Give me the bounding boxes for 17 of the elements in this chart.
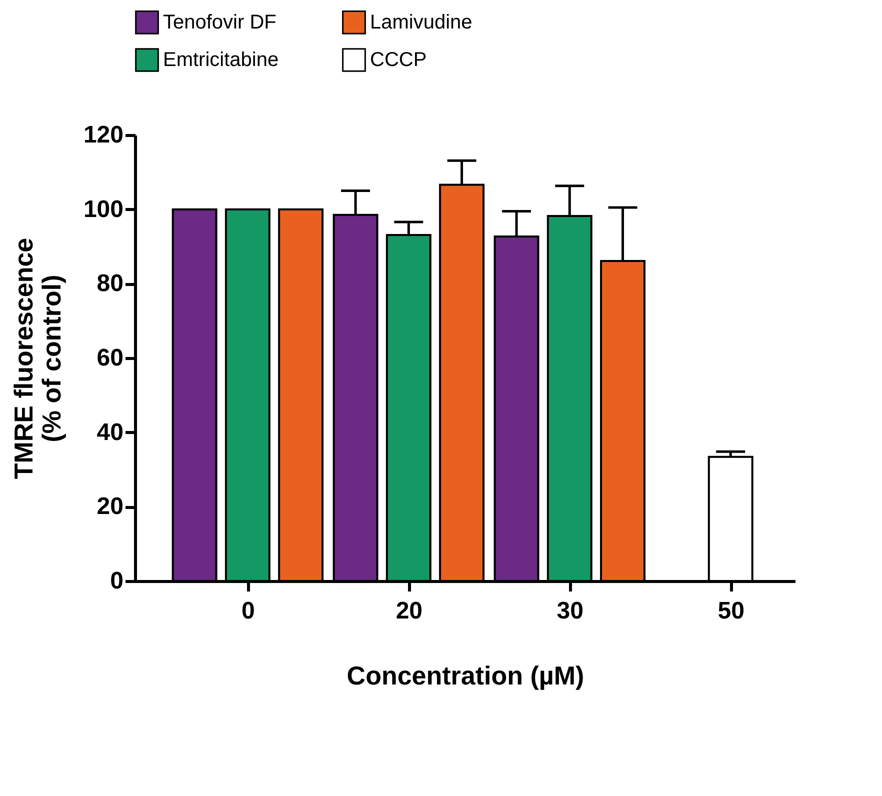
x-tick-label: 50 bbox=[718, 598, 744, 624]
x-tick-label: 30 bbox=[556, 598, 584, 624]
x-tick-label: 0 bbox=[242, 598, 255, 624]
y-tick-label: 20 bbox=[96, 493, 124, 520]
y-tick-label: 80 bbox=[96, 270, 124, 298]
legend-label: Emtricitabine bbox=[163, 49, 279, 71]
y-tick-label: 40 bbox=[96, 418, 124, 446]
y-tick-label: 100 bbox=[83, 196, 124, 223]
y-tick-label: 60 bbox=[96, 344, 124, 372]
legend-label: Tenofovir DF bbox=[163, 11, 276, 34]
legend-label: CCCP bbox=[370, 49, 427, 71]
x-tick-label: 20 bbox=[396, 598, 423, 624]
y-axis-title: TMRE fluorescence (% of control) bbox=[8, 238, 66, 480]
legend-label: Lamivudine bbox=[370, 11, 472, 34]
y-tick-label: 0 bbox=[110, 568, 124, 594]
x-axis-title: Concentration (µM) bbox=[346, 660, 584, 690]
y-tick-label: 120 bbox=[83, 122, 124, 148]
